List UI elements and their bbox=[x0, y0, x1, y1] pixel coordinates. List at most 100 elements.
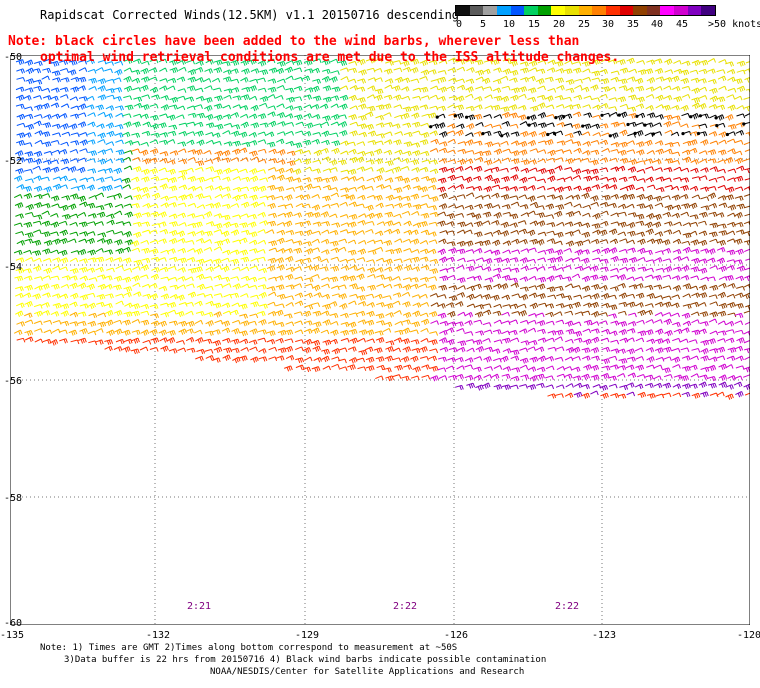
wind-barb bbox=[644, 68, 654, 75]
wind-barb bbox=[168, 104, 178, 110]
wind-barb bbox=[105, 88, 115, 94]
wind-barb bbox=[608, 58, 618, 65]
wind-barb bbox=[105, 256, 114, 263]
wind-barb bbox=[88, 77, 98, 84]
wind-barb bbox=[546, 122, 555, 128]
wind-barb bbox=[427, 112, 437, 119]
wind-barb bbox=[545, 365, 555, 371]
wind-barb bbox=[745, 304, 750, 310]
wind-barb bbox=[222, 310, 232, 316]
retrieval-flag-dot bbox=[714, 116, 718, 120]
wind-barb bbox=[717, 338, 726, 343]
wind-barb bbox=[563, 149, 572, 155]
wind-barb bbox=[717, 184, 727, 190]
wind-barb bbox=[419, 221, 428, 227]
wind-barb bbox=[582, 212, 591, 218]
wind-barb bbox=[563, 68, 573, 75]
wind-barb bbox=[268, 291, 277, 297]
wind-barb bbox=[428, 221, 438, 227]
wind-barb bbox=[384, 220, 394, 227]
wind-barb bbox=[358, 213, 367, 218]
wind-barb bbox=[214, 150, 224, 157]
wind-barb bbox=[464, 158, 474, 164]
wind-barb bbox=[275, 355, 285, 361]
wind-barb bbox=[321, 130, 330, 137]
wind-barb bbox=[304, 304, 314, 310]
wind-barb bbox=[691, 59, 701, 67]
wind-barb bbox=[536, 220, 546, 227]
wind-barb bbox=[430, 375, 439, 382]
wind-barb bbox=[113, 87, 123, 93]
wind-barb bbox=[482, 338, 491, 343]
wind-barb bbox=[168, 348, 178, 354]
wind-barb bbox=[50, 221, 60, 228]
wind-barb bbox=[402, 238, 412, 244]
wind-barb bbox=[373, 148, 383, 155]
wind-barb bbox=[149, 203, 159, 209]
wind-barb bbox=[527, 346, 536, 351]
wind-barb bbox=[23, 193, 33, 200]
wind-barb bbox=[213, 229, 223, 234]
wind-barb bbox=[592, 229, 601, 235]
wind-barb bbox=[375, 202, 384, 209]
wind-barb bbox=[545, 384, 555, 390]
wind-barb bbox=[375, 267, 384, 273]
wind-barb bbox=[166, 139, 176, 144]
wind-barb bbox=[500, 167, 509, 173]
wind-barb bbox=[421, 159, 431, 165]
wind-barb bbox=[70, 339, 80, 345]
wind-barb bbox=[663, 265, 673, 273]
wind-barb bbox=[429, 130, 438, 136]
wind-barb bbox=[733, 259, 743, 265]
wind-barb bbox=[556, 373, 566, 379]
wind-barb bbox=[646, 356, 655, 363]
wind-barb bbox=[581, 61, 591, 67]
wind-barb bbox=[276, 112, 286, 119]
wind-barb bbox=[221, 203, 231, 209]
wind-barb bbox=[618, 292, 628, 299]
wind-barb bbox=[329, 76, 338, 83]
wind-barb bbox=[429, 365, 439, 372]
wind-barb bbox=[670, 131, 680, 137]
wind-barb bbox=[412, 310, 421, 317]
wind-barb bbox=[266, 286, 276, 292]
wind-barb bbox=[618, 176, 628, 183]
wind-barb bbox=[304, 248, 314, 255]
wind-barb bbox=[59, 338, 68, 344]
wind-barb bbox=[204, 348, 214, 354]
wind-barb bbox=[331, 356, 340, 362]
wind-barb bbox=[50, 102, 60, 108]
wind-barb bbox=[718, 381, 728, 388]
wind-barb bbox=[16, 113, 26, 120]
wind-barb bbox=[743, 239, 750, 246]
wind-barb bbox=[699, 374, 709, 380]
wind-barb bbox=[356, 166, 366, 172]
wind-barb bbox=[167, 248, 176, 254]
wind-barb bbox=[392, 374, 402, 379]
wind-barb bbox=[59, 293, 69, 299]
wind-barb bbox=[123, 257, 132, 264]
wind-barb bbox=[257, 113, 267, 120]
wind-barb bbox=[628, 175, 638, 181]
wind-barb bbox=[457, 285, 466, 290]
wind-barb bbox=[106, 130, 115, 137]
wind-barb bbox=[545, 311, 554, 318]
wind-barb bbox=[133, 194, 142, 201]
wind-barb bbox=[510, 349, 520, 356]
wind-barb bbox=[600, 103, 609, 109]
wind-barb bbox=[60, 141, 69, 147]
wind-barb bbox=[59, 175, 68, 182]
wind-barb bbox=[563, 295, 573, 301]
wind-barb bbox=[626, 356, 636, 362]
wind-barb bbox=[169, 293, 179, 300]
wind-barb bbox=[392, 276, 401, 281]
wind-barb bbox=[375, 337, 385, 344]
wind-barb bbox=[195, 77, 204, 83]
wind-barb bbox=[294, 300, 304, 306]
wind-barb bbox=[284, 203, 294, 209]
wind-barb bbox=[340, 67, 349, 73]
wind-barb bbox=[259, 122, 269, 128]
wind-barb bbox=[222, 76, 232, 83]
wind-barb bbox=[474, 156, 484, 163]
wind-barb bbox=[321, 277, 330, 282]
